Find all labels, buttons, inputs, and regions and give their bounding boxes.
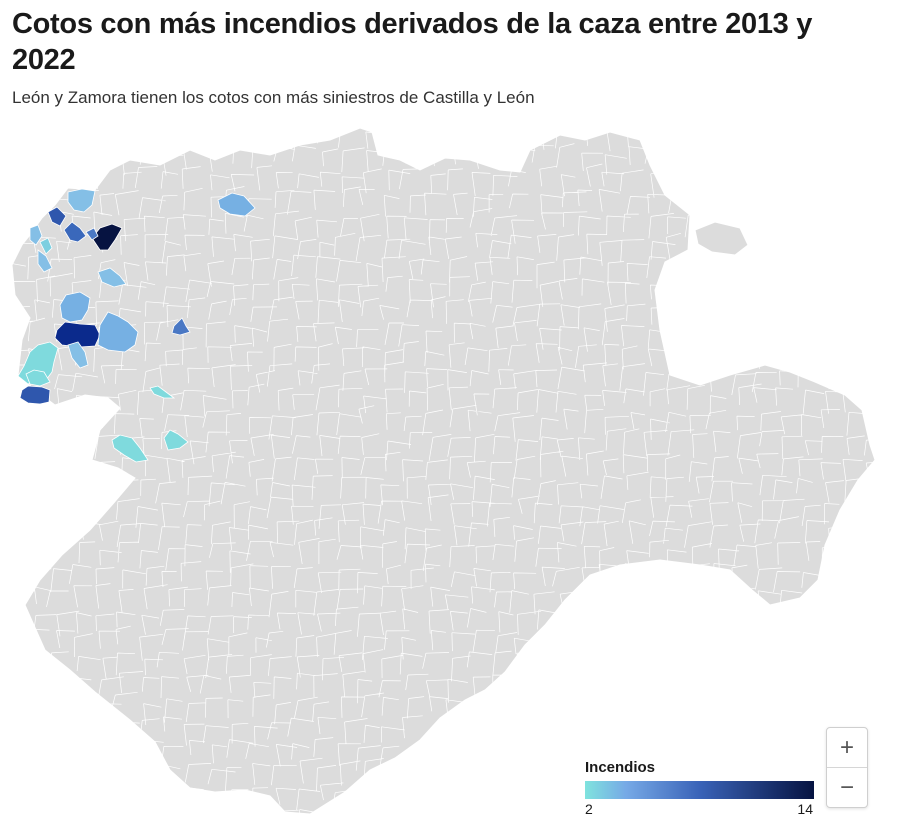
coto-region[interactable] — [67, 188, 96, 213]
legend-color-bar — [585, 781, 814, 799]
page-subtitle: León y Zamora tienen los cotos con más s… — [12, 88, 535, 107]
legend-min-label: 2 — [585, 801, 593, 817]
coto-region[interactable] — [171, 317, 191, 336]
coto-region[interactable] — [217, 192, 256, 217]
coto-region[interactable] — [149, 385, 176, 399]
highlighted-cotos[interactable] — [17, 188, 256, 463]
map-island-treviño — [694, 221, 749, 256]
color-legend: Incendios 2 14 — [585, 758, 815, 817]
coto-region[interactable] — [111, 434, 149, 463]
coto-region[interactable] — [39, 237, 53, 255]
page-title: Cotos con más incendios derivados de la … — [12, 8, 813, 76]
legend-title: Incendios — [585, 759, 656, 776]
coto-region[interactable] — [54, 321, 101, 348]
zoom-in-button[interactable]: + — [827, 728, 867, 768]
legend-max-label: 14 — [797, 801, 813, 817]
coto-region[interactable] — [59, 291, 91, 323]
zoom-out-button[interactable]: − — [839, 774, 854, 801]
coto-region[interactable] — [163, 429, 189, 451]
coto-region[interactable] — [67, 341, 89, 369]
coto-region[interactable] — [19, 385, 51, 405]
coto-region[interactable] — [85, 227, 99, 241]
zoom-control: + − — [826, 727, 868, 808]
castilla-leon-map[interactable] — [0, 120, 898, 816]
coto-region[interactable] — [63, 221, 87, 243]
coto-region[interactable] — [47, 206, 67, 227]
coto-region[interactable] — [37, 249, 53, 273]
coto-region[interactable] — [29, 224, 43, 246]
coto-region[interactable] — [97, 267, 127, 288]
coto-region[interactable] — [91, 223, 123, 251]
map-base — [11, 127, 876, 815]
coto-region[interactable] — [25, 369, 51, 387]
coto-region[interactable] — [97, 311, 139, 353]
